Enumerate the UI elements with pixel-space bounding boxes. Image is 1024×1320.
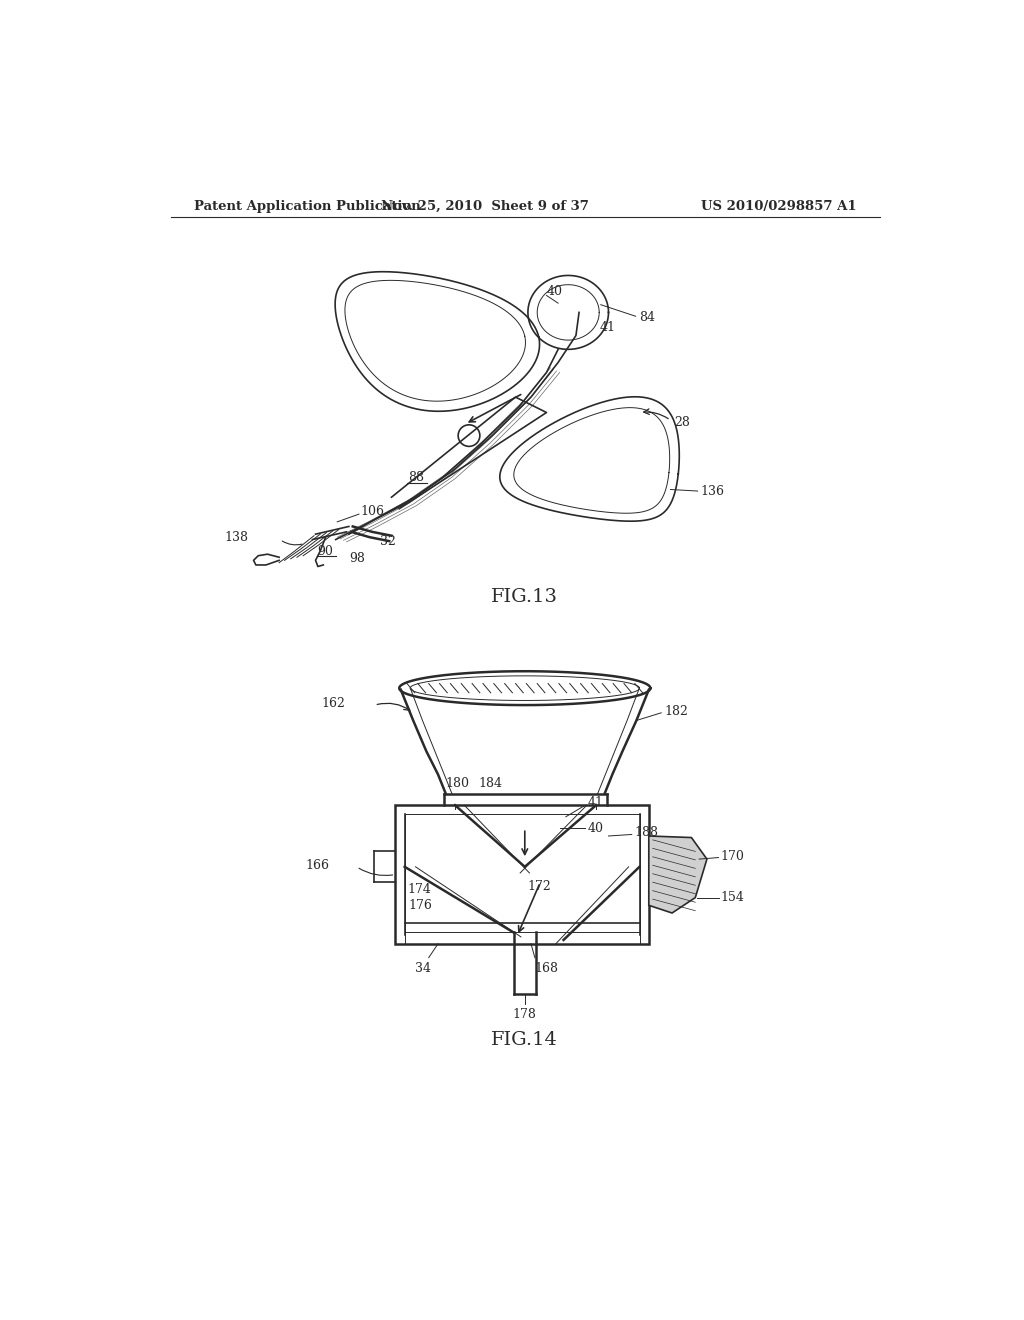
Bar <box>395 805 649 944</box>
Text: 136: 136 <box>700 484 724 498</box>
Text: 168: 168 <box>535 962 559 975</box>
Text: Patent Application Publication: Patent Application Publication <box>194 199 421 213</box>
Text: 98: 98 <box>349 552 365 565</box>
Text: 174: 174 <box>407 883 431 896</box>
Polygon shape <box>649 836 707 913</box>
Text: 162: 162 <box>322 697 345 710</box>
Text: 170: 170 <box>721 850 744 862</box>
Text: 88: 88 <box>409 471 424 484</box>
Text: 40: 40 <box>547 285 562 298</box>
Text: 182: 182 <box>665 705 688 718</box>
Text: 106: 106 <box>360 504 384 517</box>
Text: US 2010/0298857 A1: US 2010/0298857 A1 <box>700 199 856 213</box>
Text: 41: 41 <box>588 796 603 809</box>
Text: 32: 32 <box>380 536 395 548</box>
Text: 154: 154 <box>721 891 744 904</box>
Text: 138: 138 <box>224 531 248 544</box>
Text: 90: 90 <box>317 545 334 557</box>
Text: 172: 172 <box>528 879 552 892</box>
Text: FIG.13: FIG.13 <box>492 589 558 606</box>
Text: 40: 40 <box>588 822 603 834</box>
Text: 166: 166 <box>305 859 330 871</box>
Text: 34: 34 <box>415 962 430 975</box>
Text: 84: 84 <box>640 312 655 325</box>
Text: 41: 41 <box>599 321 615 334</box>
Text: 28: 28 <box>675 416 690 429</box>
Text: 176: 176 <box>409 899 432 912</box>
Text: Nov. 25, 2010  Sheet 9 of 37: Nov. 25, 2010 Sheet 9 of 37 <box>381 199 589 213</box>
Text: 188: 188 <box>634 826 658 840</box>
Bar <box>404 814 640 944</box>
Text: 180: 180 <box>445 776 470 789</box>
Text: 178: 178 <box>513 1008 537 1022</box>
Text: FIG.14: FIG.14 <box>492 1031 558 1049</box>
Text: 184: 184 <box>478 776 503 789</box>
